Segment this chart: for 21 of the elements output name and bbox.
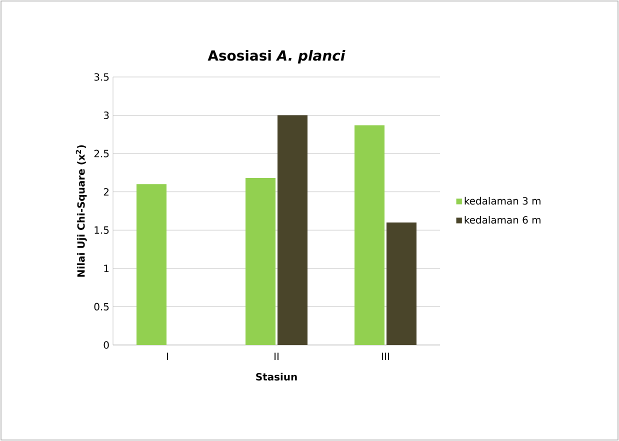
x-axis-title: Stasiun [256, 372, 297, 381]
x-tick-label: III [382, 352, 389, 360]
bar [278, 115, 308, 345]
legend-label: kedalaman 6 m [464, 216, 540, 224]
y-tick-label: 0.5 [94, 302, 109, 310]
y-tick-label: 3.5 [94, 73, 109, 81]
y-tick-label: 0 [104, 341, 109, 349]
y-tick-label: 2.5 [94, 150, 109, 158]
legend-label: kedalaman 3 m [464, 196, 540, 205]
y-tick-label: 3 [104, 111, 109, 120]
bar [386, 222, 417, 345]
bar [354, 125, 385, 345]
bar [136, 184, 167, 345]
x-tick-label: II [274, 352, 278, 360]
y-axis-title: Nilai Uji Chi-Square (x$^{2}$) [76, 145, 87, 277]
y-tick-label: 1.5 [94, 226, 109, 234]
bar [246, 178, 276, 345]
chart-title: Asosiasi A. planci [208, 50, 346, 64]
x-tick-label: I [167, 352, 168, 360]
y-tick-label: 2 [104, 188, 108, 196]
y-tick-label: 1 [104, 264, 109, 272]
